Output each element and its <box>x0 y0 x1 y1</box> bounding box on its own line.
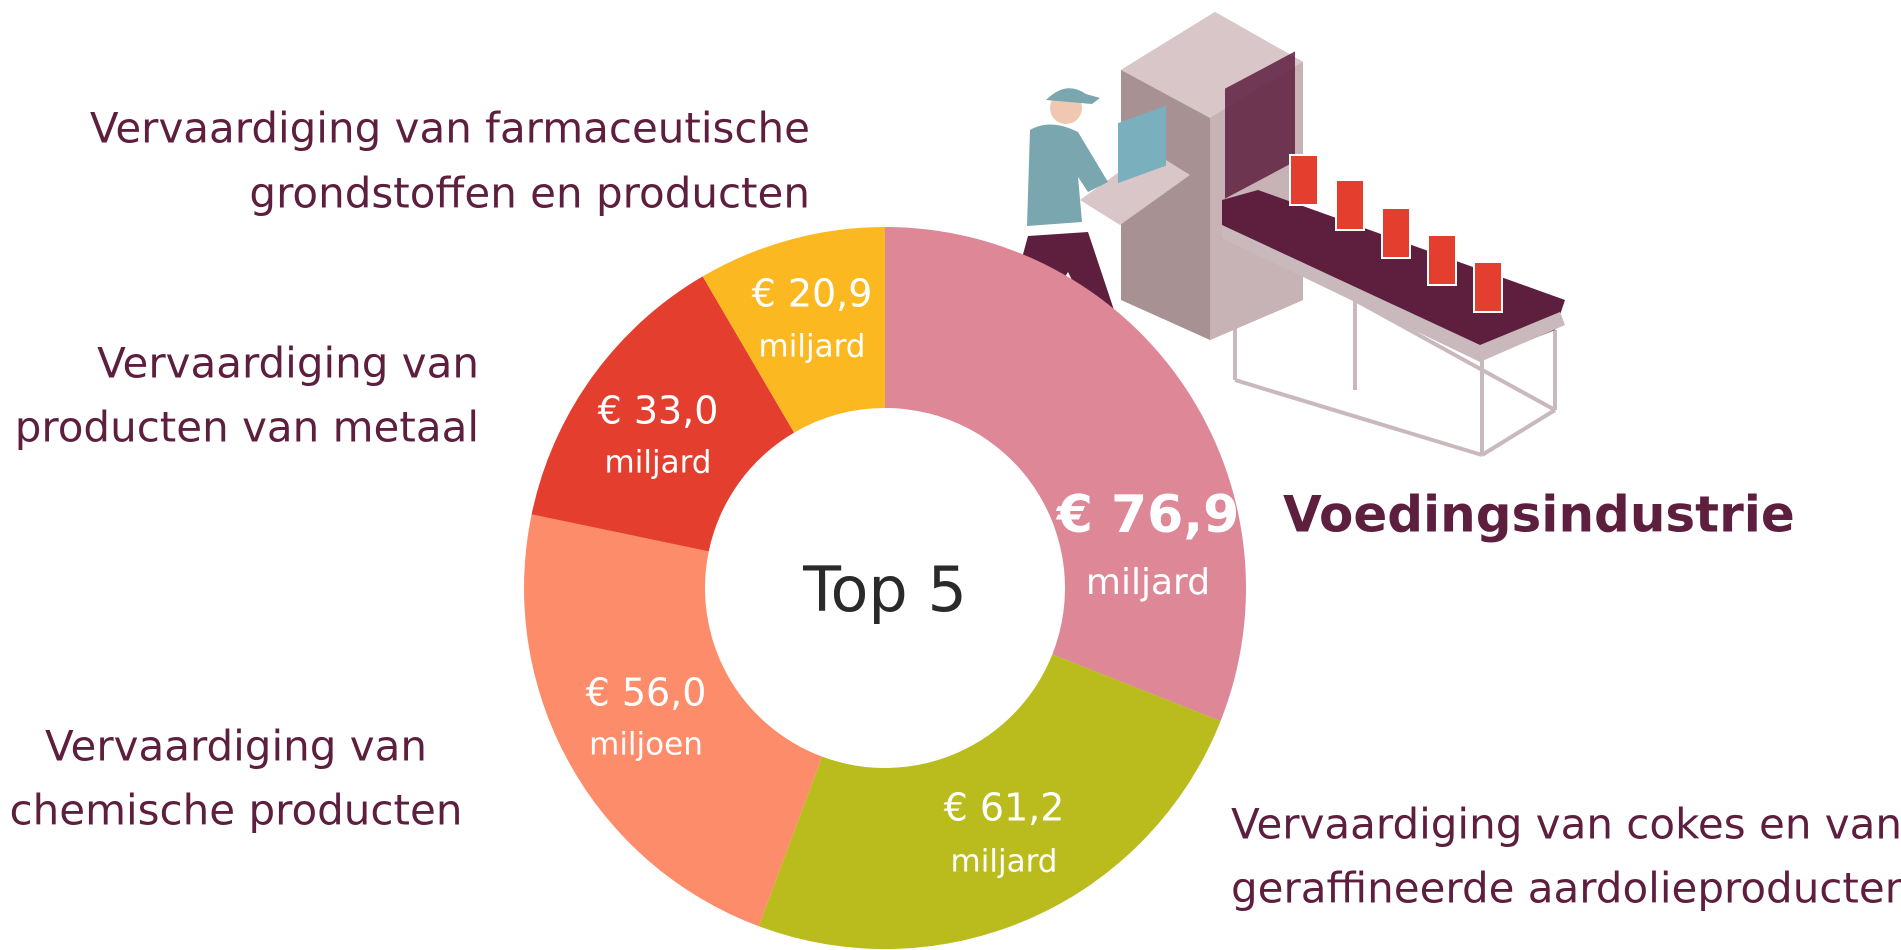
category-label: grondstoffen en producten <box>249 169 810 218</box>
unit-label: miljard <box>759 329 866 365</box>
unit-label: miljard <box>605 445 712 481</box>
category-label: geraffineerde aardolieproducten <box>1231 864 1901 913</box>
value-label: € 61,2 <box>944 786 1065 830</box>
value-label: € 76,9 <box>1056 485 1240 545</box>
category-label: Vervaardiging van <box>45 722 427 771</box>
unit-label: miljard <box>951 844 1058 880</box>
category-label: Vervaardiging van <box>97 339 479 388</box>
unit-label: miljoen <box>589 727 703 763</box>
donut-slice <box>524 514 822 926</box>
category-label: chemische producten <box>10 786 463 835</box>
category-label: Voedingsindustrie <box>1283 486 1795 544</box>
value-label: € 56,0 <box>586 671 707 715</box>
category-label: producten van metaal <box>15 403 479 452</box>
category-label: Vervaardiging van cokes en van <box>1231 800 1901 849</box>
category-label: Vervaardiging van farmaceutische <box>90 104 810 153</box>
value-label: € 20,9 <box>752 272 873 316</box>
chart: Top 5 € 76,9 miljard Voedingsindustrie € 61… <box>0 0 1901 950</box>
center-label: Top 5 <box>802 553 967 626</box>
value-label: € 33,0 <box>598 389 719 433</box>
unit-label: miljard <box>1086 562 1210 603</box>
